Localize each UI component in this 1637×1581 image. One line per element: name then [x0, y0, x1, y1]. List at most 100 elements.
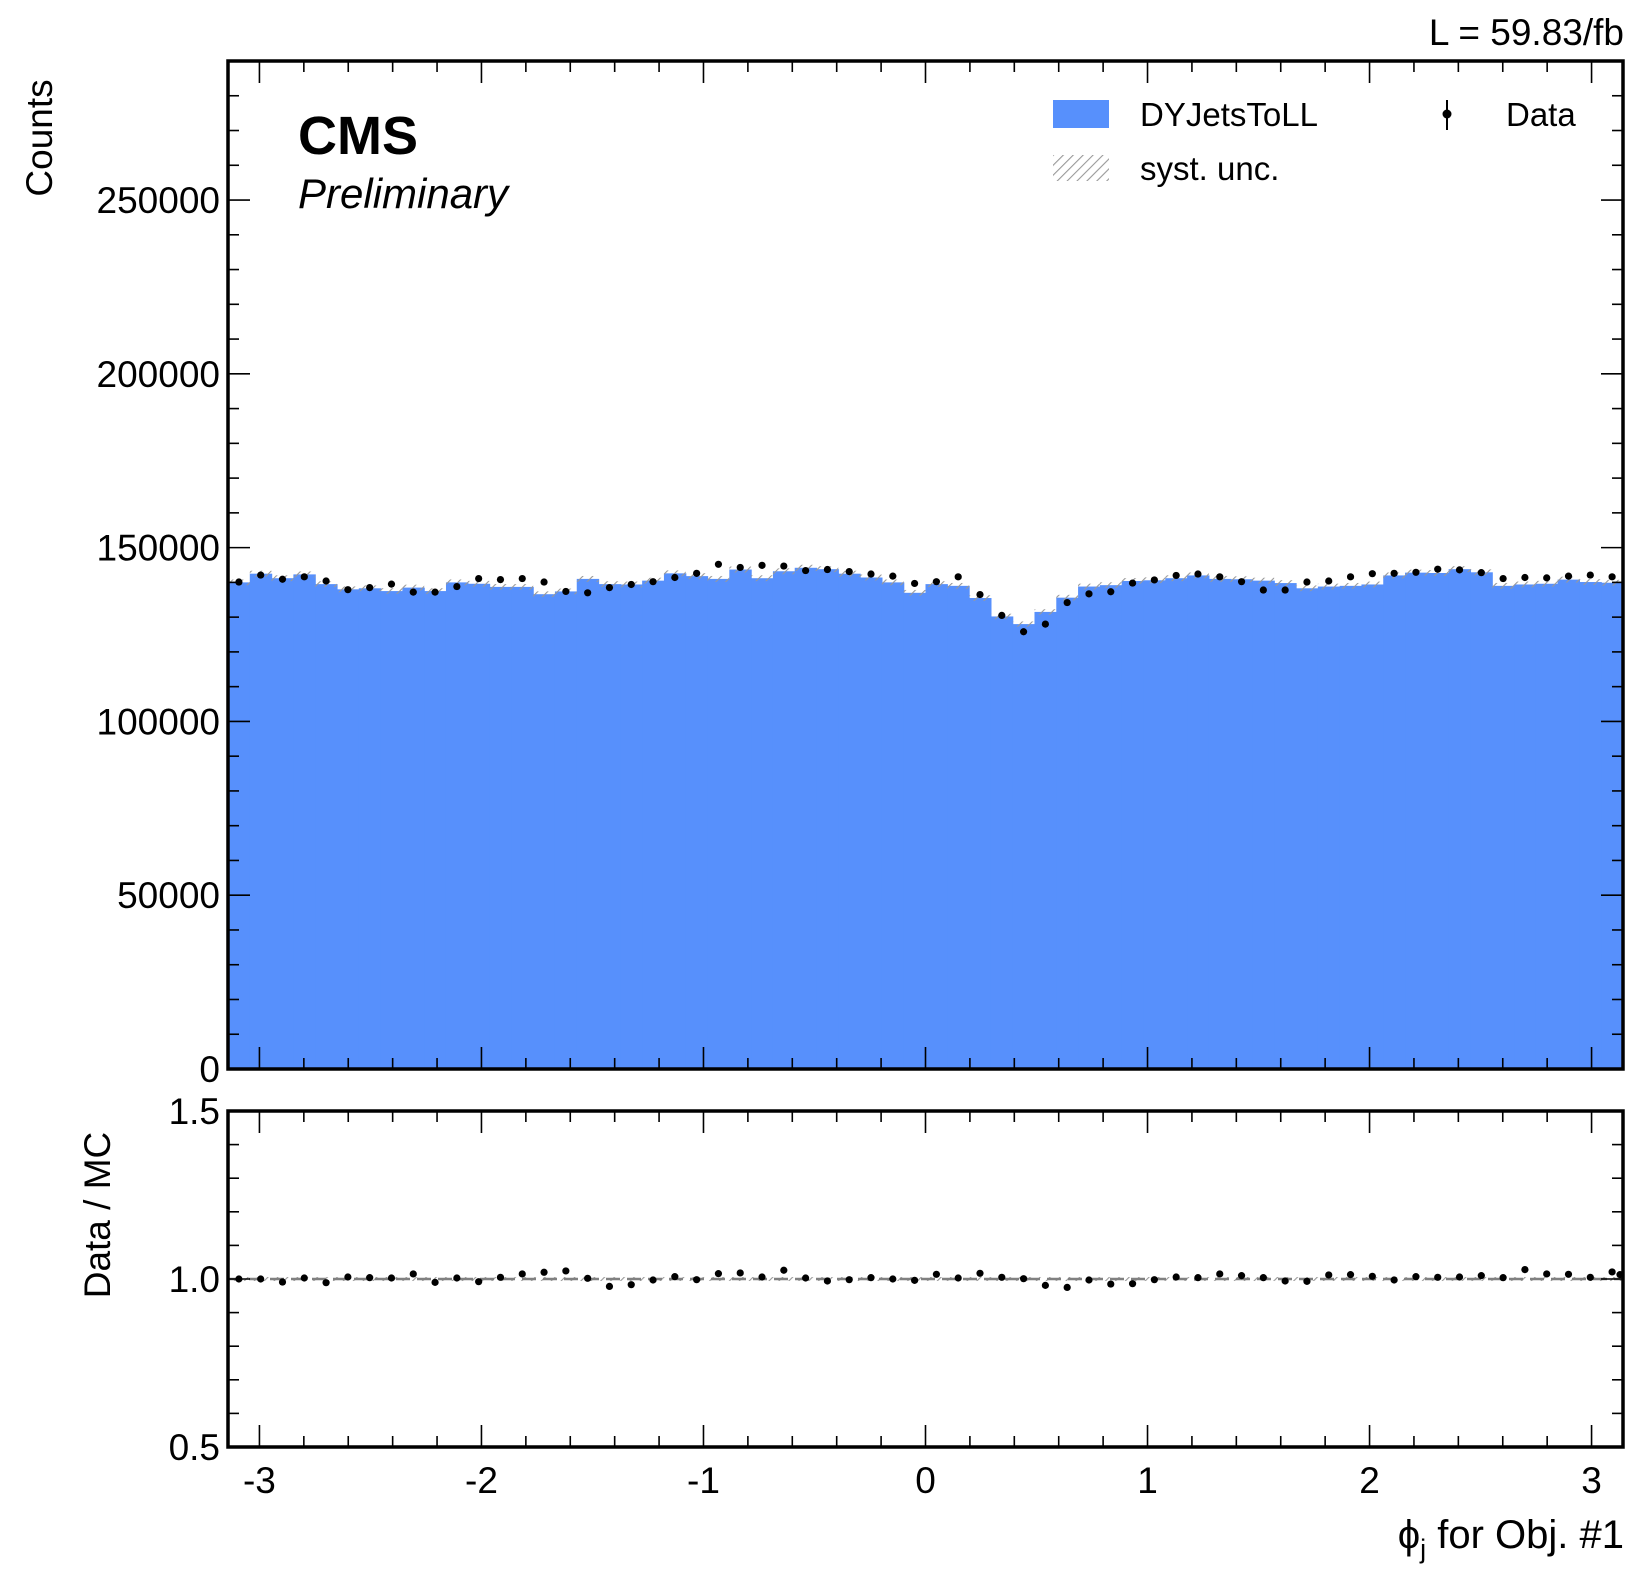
mc-bin — [315, 584, 338, 1069]
mc-bin — [685, 576, 709, 1069]
ratio-point — [845, 1276, 853, 1284]
legend-label-unc: syst. unc. — [1140, 150, 1279, 187]
unc-bin — [1514, 581, 1536, 588]
unc-bin — [1426, 570, 1449, 576]
ratio-point — [758, 1273, 766, 1281]
x-axis-title: ϕj for Obj. #1 — [1398, 1513, 1624, 1564]
ratio-point — [1281, 1277, 1289, 1285]
ratio-point — [954, 1274, 962, 1282]
mc-bin — [445, 582, 469, 1069]
unc-bin — [751, 575, 773, 582]
ratio-y-axis-title: Data / MC — [77, 1132, 118, 1299]
data-point — [1237, 578, 1246, 586]
mc-bin — [990, 616, 1014, 1069]
mc-bin — [533, 594, 556, 1069]
ratio-point — [1107, 1280, 1115, 1288]
mc-bin — [838, 573, 861, 1069]
ratio-unc-bin — [315, 1276, 337, 1282]
unc-bin — [947, 582, 970, 589]
x-tick-label: -3 — [243, 1460, 276, 1501]
mc-bin — [1187, 575, 1210, 1069]
ratio-point — [1085, 1276, 1093, 1284]
ratio-point — [1216, 1270, 1224, 1278]
data-point — [496, 575, 505, 584]
mc-bin — [293, 574, 316, 1069]
unc-bin — [1339, 582, 1362, 589]
ratio-point — [889, 1275, 897, 1283]
data-point — [1521, 573, 1529, 582]
data-point — [1586, 571, 1594, 579]
mc-bin — [772, 571, 796, 1069]
data-point — [1019, 628, 1028, 636]
y-tick-label: 0.5 — [169, 1427, 220, 1468]
ratio-point — [714, 1270, 723, 1278]
unc-bin — [707, 575, 730, 582]
x-tick-label: 2 — [1359, 1460, 1380, 1501]
mc-bin — [1514, 584, 1537, 1069]
mc-bin — [642, 580, 665, 1069]
y-tick-label: 0 — [199, 1049, 220, 1090]
unc-bin — [576, 575, 599, 582]
ratio-point — [823, 1277, 832, 1285]
ratio-unc-bin — [1034, 1276, 1057, 1282]
unc-bin — [1296, 585, 1318, 592]
data-point — [911, 579, 919, 588]
ratio-point — [1521, 1265, 1529, 1274]
ratio-point — [976, 1269, 984, 1277]
experiment-label: CMS — [298, 106, 418, 166]
mc-bin — [402, 587, 425, 1069]
mc-bin — [947, 585, 970, 1069]
x-tick-label: -2 — [465, 1460, 498, 1501]
mc-bin — [1492, 585, 1515, 1069]
ratio-point — [1019, 1275, 1028, 1283]
ratio-point — [1368, 1272, 1376, 1280]
ratio-unc-bin — [969, 1276, 991, 1282]
mc-bin — [620, 584, 643, 1069]
ratio-point — [300, 1274, 308, 1282]
ratio-point — [475, 1278, 483, 1286]
mc-bin — [1296, 588, 1319, 1069]
ratio-point — [453, 1274, 461, 1282]
data-point — [1325, 577, 1333, 585]
mc-bin — [1274, 583, 1297, 1069]
data-point — [300, 573, 308, 581]
mc-bin — [1165, 578, 1188, 1069]
data-point — [1194, 570, 1202, 578]
mc-bin — [489, 586, 512, 1069]
data-point — [976, 590, 984, 599]
data-point — [1063, 598, 1071, 607]
data-point — [671, 573, 679, 582]
y-tick-label: 1.0 — [169, 1259, 220, 1300]
data-point — [366, 583, 374, 592]
mc-bin — [576, 578, 600, 1069]
ratio-point — [1543, 1270, 1551, 1278]
data-point — [1259, 586, 1267, 594]
unc-bin — [1535, 580, 1558, 587]
ratio-point — [1564, 1270, 1573, 1278]
data-point — [1477, 569, 1485, 577]
mc-bin — [424, 591, 447, 1069]
ratio-point — [671, 1273, 679, 1281]
data-point — [1390, 569, 1398, 577]
ratio-point — [1390, 1276, 1398, 1284]
data-point — [1041, 620, 1049, 628]
mc-bin — [228, 582, 251, 1069]
data-point — [518, 574, 526, 583]
mc-bin — [1034, 611, 1057, 1069]
data-point — [627, 580, 635, 589]
status-label: Preliminary — [298, 170, 511, 217]
ratio-unc-bin — [1535, 1276, 1558, 1282]
main-frame — [226, 59, 1625, 1071]
x-tick-label: 3 — [1581, 1460, 1602, 1501]
data-points — [235, 560, 1616, 636]
mc-bin — [860, 577, 883, 1069]
ratio-point — [1303, 1277, 1311, 1285]
legend-label-data: Data — [1506, 96, 1576, 133]
ratio-point — [1412, 1273, 1420, 1281]
data-point — [409, 588, 417, 596]
data-point — [693, 569, 701, 577]
mc-bin — [1317, 586, 1341, 1069]
unc-bin — [1012, 621, 1035, 627]
unc-bin — [511, 584, 534, 590]
unc-bin — [380, 588, 403, 594]
